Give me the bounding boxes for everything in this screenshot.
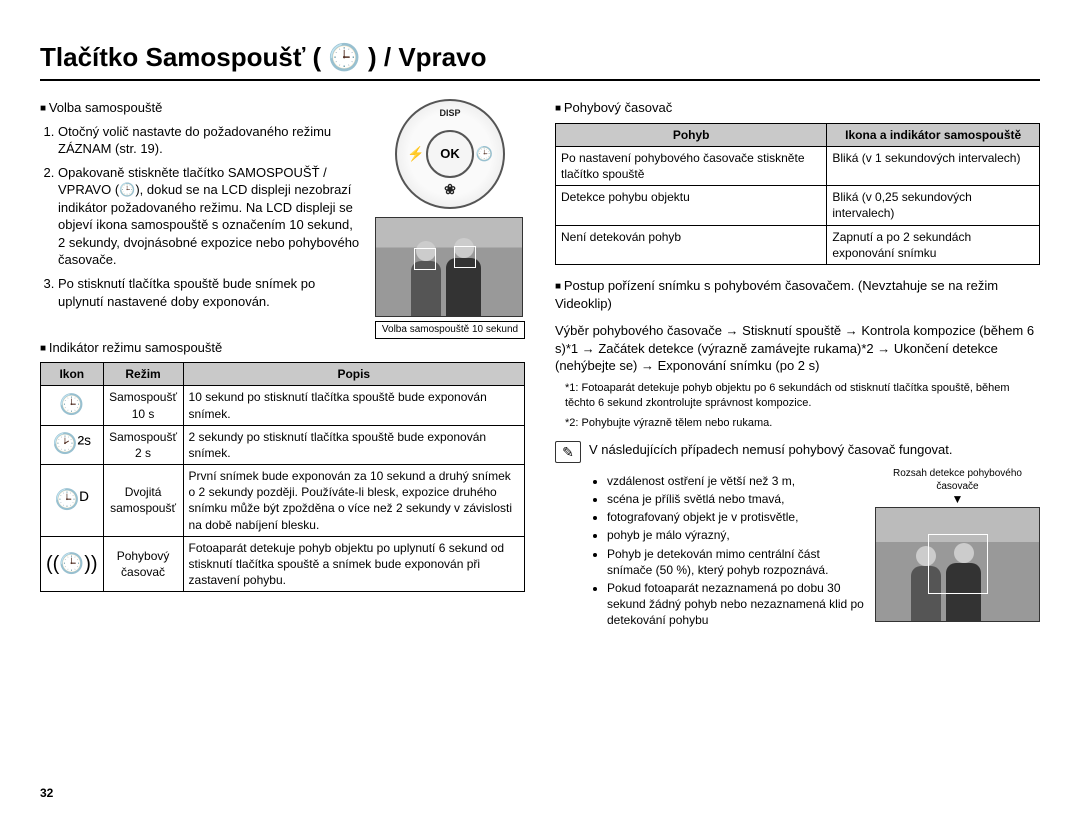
- range-label: Rozsah detekce pohybového časovače: [875, 467, 1040, 494]
- timer-icon: 🕒: [41, 386, 104, 425]
- list-item: scéna je příliš světlá nebo tmavá,: [607, 491, 865, 507]
- note-box: ✎ V následujících případech nemusí pohyb…: [555, 441, 1040, 630]
- dial-top-label: DISP: [439, 107, 460, 119]
- footnote-1: *1: Fotoaparát detekuje pohyb objektu po…: [565, 381, 1040, 411]
- list-item: Pohyb je detekován mimo centrální část s…: [607, 546, 865, 578]
- bullets-block: vzdálenost ostření je větší než 3 m, scé…: [589, 467, 865, 631]
- note-content: V následujících případech nemusí pohybov…: [589, 441, 1040, 630]
- mode-cell: Dvojitá samospoušť: [103, 465, 183, 537]
- mode-cell: Samospoušť 2 s: [103, 425, 183, 464]
- motion-cell: Není detekován pohyb: [556, 225, 827, 264]
- steps-list: Otočný volič nastavte do požadovaného re…: [58, 123, 363, 310]
- desc-cell: První snímek bude exponován za 10 sekund…: [183, 465, 524, 537]
- table-row: 🕑²ˢ Samospoušť 2 s 2 sekundy po stisknut…: [41, 425, 525, 464]
- self-timer-mode-table: Ikon Režim Popis 🕒 Samospoušť 10 s 10 se…: [40, 362, 525, 592]
- control-dial-figure: DISP ⚡ 🕒 ❀ OK: [395, 99, 505, 209]
- timer-icon: ((🕒)): [41, 536, 104, 592]
- list-item: fotografovaný objekt je v protisvětle,: [607, 509, 865, 525]
- right-bottom-row: vzdálenost ostření je větší než 3 m, scé…: [589, 467, 1040, 631]
- dial-bottom-icon: ❀: [444, 180, 456, 199]
- table-row: ((🕒)) Pohybový časovač Fotoaparát deteku…: [41, 536, 525, 592]
- table-row: Detekce pohybu objektu Bliká (v 0,25 sek…: [556, 186, 1040, 225]
- th-indicator: Ikona a indikátor samospouště: [827, 123, 1040, 146]
- arrow-down-icon: ▼: [875, 496, 1040, 503]
- procedure-label: Postup pořízení snímku s pohybovém časov…: [555, 277, 1040, 312]
- list-item: vzdálenost ostření je větší než 3 m,: [607, 473, 865, 489]
- table-row: 🕒 Samospoušť 10 s 10 sekund po stisknutí…: [41, 386, 525, 425]
- procedure-flow: Výběr pohybového časovače → Stisknutí sp…: [555, 322, 1040, 375]
- desc-cell: 10 sekund po stisknutí tlačítka spouště …: [183, 386, 524, 425]
- th-desc: Popis: [183, 363, 524, 386]
- step-3: Po stisknutí tlačítka spouště bude sníme…: [58, 275, 363, 310]
- timer-icon: 🕑²ˢ: [41, 425, 104, 464]
- page-number: 32: [40, 785, 53, 801]
- th-mode: Režim: [103, 363, 183, 386]
- table-row: 🕒ᴰ Dvojitá samospoušť První snímek bude …: [41, 465, 525, 537]
- indicator-cell: Bliká (v 0,25 sekundových intervalech): [827, 186, 1040, 225]
- lcd-preview-figure: [375, 217, 523, 317]
- note-icon: ✎: [555, 441, 581, 463]
- step-2: Opakovaně stiskněte tlačítko SAMOSPOUŠŤ …: [58, 164, 363, 269]
- left-column: Volba samospouště Otočný volič nastavte …: [40, 99, 525, 630]
- motion-timer-table: Pohyb Ikona a indikátor samospouště Po n…: [555, 123, 1040, 265]
- footnote-2: *2: Pohybujte výrazně tělem nebo rukama.: [565, 416, 1040, 431]
- indicator-cell: Bliká (v 1 sekundových intervalech): [827, 146, 1040, 185]
- table-row: Není detekován pohyb Zapnutí a po 2 seku…: [556, 225, 1040, 264]
- dial-right-icon: 🕒: [476, 145, 493, 164]
- step-1: Otočný volič nastavte do požadovaného re…: [58, 123, 363, 158]
- right-column: Pohybový časovač Pohyb Ikona a indikátor…: [555, 99, 1040, 630]
- desc-cell: 2 sekundy po stisknutí tlačítka spouště …: [183, 425, 524, 464]
- figure-caption: Volba samospouště 10 sekund: [375, 321, 525, 339]
- section-pohybovy-label: Pohybový časovač: [555, 99, 1040, 117]
- timer-icon: 🕒ᴰ: [41, 465, 104, 537]
- section-indikator-label: Indikátor režimu samospouště: [40, 339, 525, 357]
- page-title: Tlačítko Samospoušť ( 🕒 ) / Vpravo: [40, 40, 1040, 81]
- left-top-row: Volba samospouště Otočný volič nastavte …: [40, 99, 525, 339]
- table-row: Po nastavení pohybového časovače stiskně…: [556, 146, 1040, 185]
- motion-cell: Detekce pohybu objektu: [556, 186, 827, 225]
- mode-cell: Samospoušť 10 s: [103, 386, 183, 425]
- section-volba-label: Volba samospouště: [40, 99, 363, 117]
- dial-center-label: OK: [426, 130, 474, 178]
- list-item: Pokud fotoaparát nezaznamená po dobu 30 …: [607, 580, 865, 629]
- motion-cell: Po nastavení pohybového časovače stiskně…: [556, 146, 827, 185]
- th-motion: Pohyb: [556, 123, 827, 146]
- bullets-list: vzdálenost ostření je větší než 3 m, scé…: [607, 473, 865, 629]
- list-item: pohyb je málo výrazný,: [607, 527, 865, 543]
- two-column-layout: Volba samospouště Otočný volič nastavte …: [40, 99, 1040, 630]
- detection-range-figure: Rozsah detekce pohybového časovače ▼: [875, 467, 1040, 622]
- left-text-block: Volba samospouště Otočný volič nastavte …: [40, 99, 363, 339]
- desc-cell: Fotoaparát detekuje pohyb objektu po upl…: [183, 536, 524, 592]
- mode-cell: Pohybový časovač: [103, 536, 183, 592]
- dial-left-icon: ⚡: [407, 145, 424, 164]
- note-intro: V následujících případech nemusí pohybov…: [589, 441, 1040, 459]
- figure-column: DISP ⚡ 🕒 ❀ OK Volba samospouště 10 sekun…: [375, 99, 525, 339]
- th-icon: Ikon: [41, 363, 104, 386]
- indicator-cell: Zapnutí a po 2 sekundách exponování sním…: [827, 225, 1040, 264]
